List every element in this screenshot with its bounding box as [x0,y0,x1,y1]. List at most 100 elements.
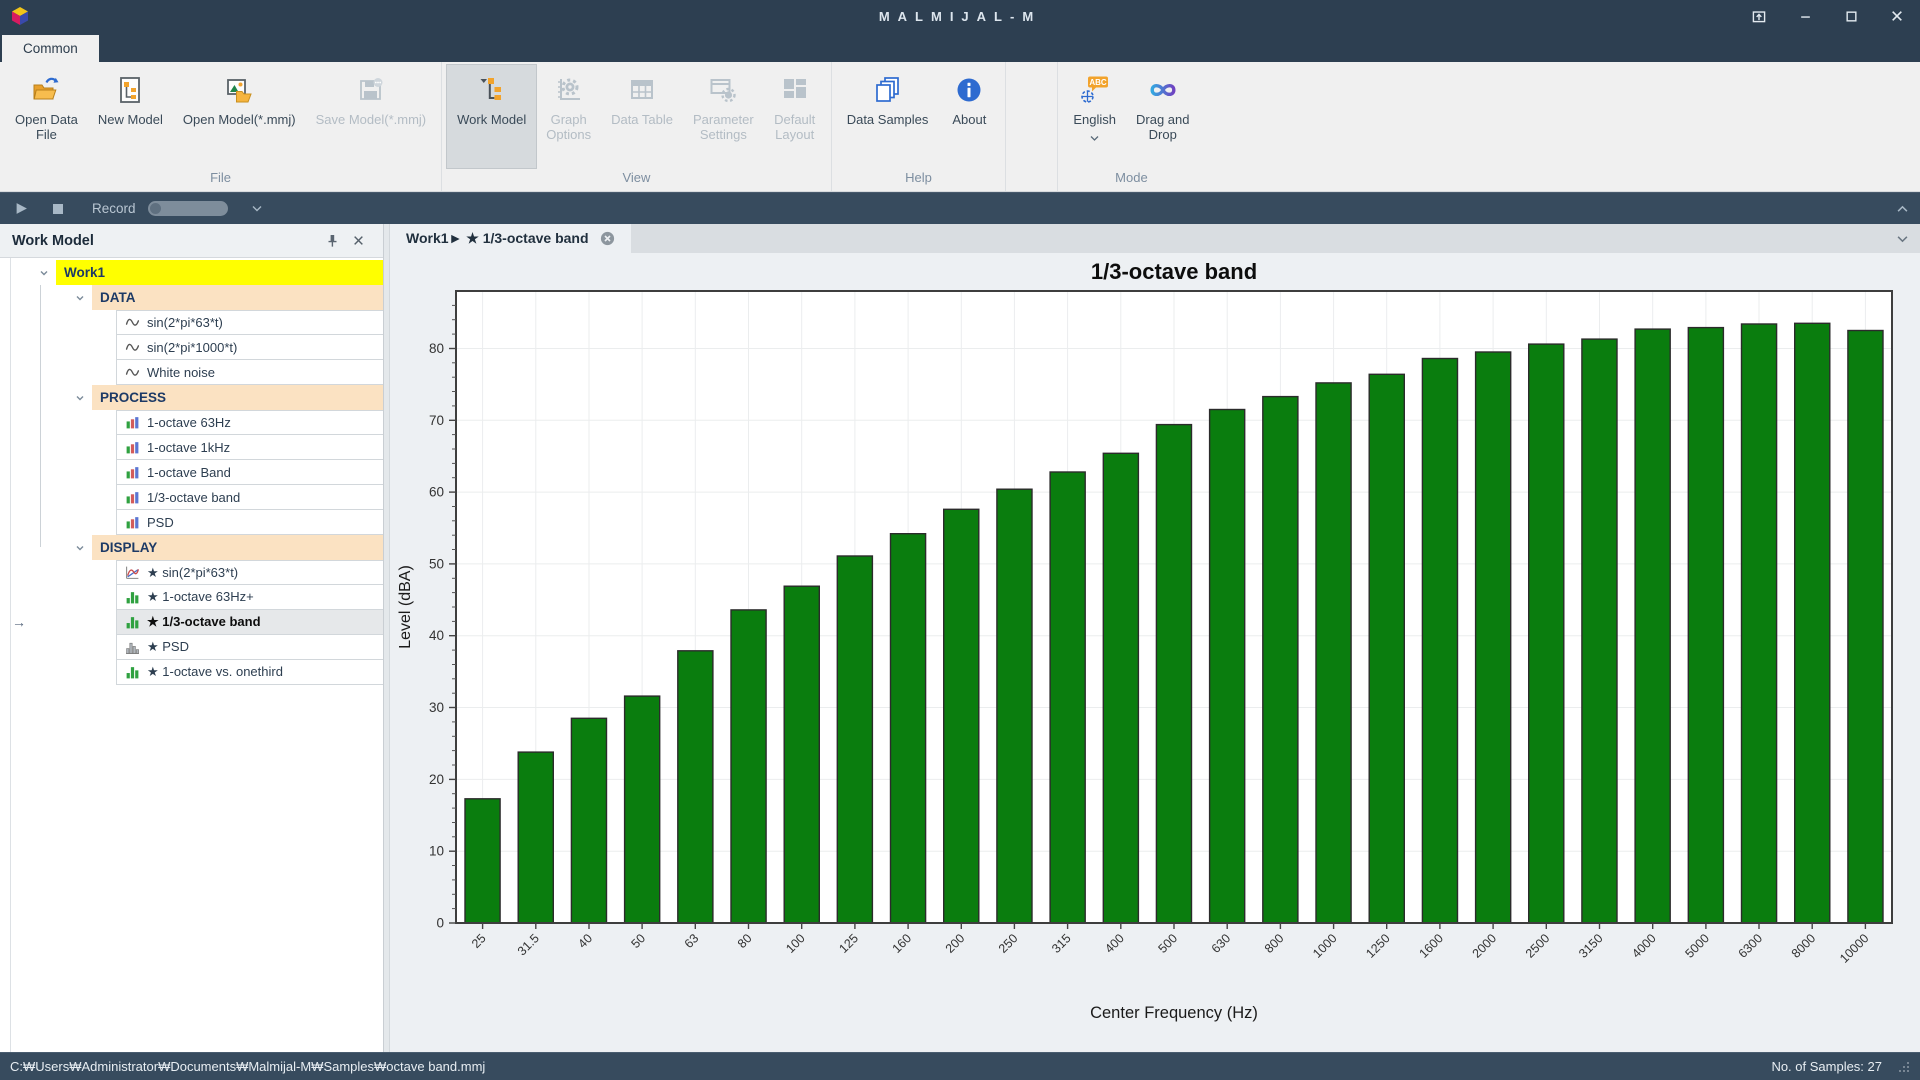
tree-label: 1-octave 1kHz [147,439,231,455]
tab-list-chevron-icon[interactable] [1897,235,1908,243]
document-tab[interactable]: Work1► ★ 1/3-octave band [390,224,631,253]
resize-grip-icon[interactable] [1898,1061,1910,1073]
tree-item-1-octave-1khz[interactable]: 1-octave 1kHz [0,435,383,460]
panel-splitter[interactable] [384,224,390,1052]
tree-item-1-3-octave-band[interactable]: 1/3-octave band [0,485,383,510]
tree-guide-line [40,285,41,547]
svg-text:40: 40 [575,931,595,951]
new-model-icon [115,71,145,109]
drag-drop-icon [1148,71,1178,109]
ribbon-button-parameter-settings: Parameter Settings [683,65,764,168]
work-model-tree: Work1 DATA sin(2*pi*63*t) sin(2*pi*1000*t) W… [0,258,383,1052]
tree-item-sin-2-pi-63-t[interactable]: sin(2*pi*63*t) [0,310,383,335]
ribbon-group-label: Mode [1115,170,1148,185]
ribbon-button-label: English [1073,112,1116,127]
maximize-button[interactable] [1828,0,1874,32]
tree-gutter [0,635,116,660]
file-path: C:₩Users₩Administrator₩Documents₩Malmija… [10,1059,486,1074]
bar-chart-green-icon [125,615,140,630]
tree-item-1-octave-band[interactable]: 1-octave Band [0,460,383,485]
ribbon-button-work-model[interactable]: Work Model [446,64,538,169]
tree-root-work1[interactable]: Work1 [0,260,383,285]
ribbon-button-default-layout: Default Layout [764,65,826,168]
svg-text:63: 63 [682,931,702,951]
panel-close-icon[interactable] [345,228,371,254]
tree-group-process[interactable]: PROCESS [0,385,383,410]
tree-item-1-octave-vs-onethird[interactable]: ★ 1-octave vs. onethird [0,660,383,685]
tree-label: 1/3-octave band [147,489,241,505]
x-axis-label: Center Frequency (Hz) [1090,1004,1258,1022]
tree-item-1-octave-63hz[interactable]: 1-octave 63Hz [0,410,383,435]
tree-label: PSD [147,514,174,530]
tree-item-white-noise[interactable]: White noise [0,360,383,385]
popup-window-button[interactable] [1736,0,1782,32]
ribbon-tab-row: Common [0,32,1920,62]
ribbon-button-data-samples[interactable]: Data Samples [837,65,939,168]
svg-text:10: 10 [429,844,444,859]
tree-group-display[interactable]: DISPLAY [0,535,383,560]
ribbon-button-english[interactable]: ABC English [1063,65,1126,168]
ribbon-button-drag-and-drop[interactable]: Drag and Drop [1126,65,1199,168]
bar-chart-rgb-icon [125,465,140,480]
play-icon[interactable] [15,202,28,215]
ribbon-button-label: Parameter Settings [693,112,754,143]
tree-label: DATA [100,290,136,305]
tab-close-icon[interactable] [600,231,615,246]
tree-label: DISPLAY [100,540,158,555]
svg-text:2000: 2000 [1470,931,1500,961]
stop-icon[interactable] [52,203,64,215]
svg-text:1250: 1250 [1363,931,1393,961]
collapse-ribbon-chevron-icon[interactable] [1897,205,1908,213]
record-toggle[interactable] [147,201,228,216]
bar-50 [623,695,661,924]
bar-chart-rgb-icon [125,515,140,530]
ribbon-button-about[interactable]: About [938,65,1000,168]
bar-63 [677,650,714,924]
data-table-icon [627,71,657,109]
svg-text:4000: 4000 [1629,931,1659,961]
app-logo-icon [10,6,30,26]
tree-item-1-octave-63hz[interactable]: ★ 1-octave 63Hz+ [0,585,383,610]
tree-item-1-3-octave-band[interactable]: ★ 1/3-octave band → [0,610,383,635]
tree-item-sin-2-pi-1000-t[interactable]: sin(2*pi*1000*t) [0,335,383,360]
svg-text:80: 80 [735,931,755,951]
close-button[interactable] [1874,0,1920,32]
bar-3150 [1581,338,1618,924]
expander-chevron-icon[interactable] [0,535,92,560]
panel-title: Work Model [12,232,94,249]
tree-gutter [0,435,116,460]
about-icon [954,71,984,109]
window-title: MALMIJAL-M [878,8,1042,24]
expander-chevron-icon[interactable] [0,285,92,310]
record-dropdown-chevron-icon[interactable] [252,205,262,212]
ribbon-button-new-model[interactable]: New Model [88,65,173,168]
svg-text:125: 125 [836,931,861,956]
tree-gutter [0,335,116,360]
pin-icon[interactable] [319,228,345,254]
tree-group-data[interactable]: DATA [0,285,383,310]
tree-gutter [0,485,116,510]
expander-chevron-icon[interactable] [0,260,56,285]
tab-common[interactable]: Common [2,35,99,62]
ribbon-button-label: Graph Options [546,112,592,143]
ribbon-button-label: New Model [97,112,163,127]
tree-item-sin-2-pi-63-t[interactable]: ★ sin(2*pi*63*t) [0,560,383,585]
data-samples-icon [873,71,903,109]
tree-item-psd[interactable]: PSD [0,510,383,535]
english-icon: ABC [1080,71,1110,109]
tree-gutter [0,460,116,485]
bar-chart-rgb-icon [125,440,140,455]
expander-chevron-icon[interactable] [0,385,92,410]
record-bar: Record [0,192,1920,224]
minimize-button[interactable] [1782,0,1828,32]
bar-1000 [1315,382,1352,924]
ribbon-group-label: Help [905,170,932,185]
ribbon-button-open-model-mmj[interactable]: Open Model(*.mmj) [173,65,306,168]
samples-count: No. of Samples: 27 [1771,1059,1882,1074]
tree-item-psd[interactable]: ★ PSD [0,635,383,660]
bar-chart-green-icon [125,590,140,605]
ribbon-button-open-data-file[interactable]: Open Data File [5,65,88,168]
tree-label: sin(2*pi*63*t) [147,315,223,330]
bar-chart-gray-icon [125,640,140,655]
tree-label: ★ sin(2*pi*63*t) [147,564,239,580]
